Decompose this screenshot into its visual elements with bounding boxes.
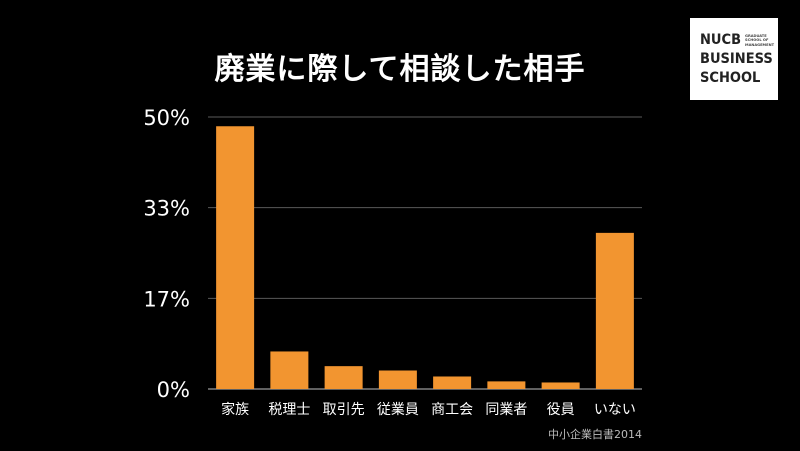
bar: [541, 382, 580, 389]
x-tick-label: 役員: [547, 402, 575, 418]
bar: [378, 370, 417, 389]
bar: [487, 381, 526, 389]
x-tick-label: 取引先: [323, 402, 365, 418]
x-tick-label: いない: [594, 402, 636, 418]
x-tick-label: 家族: [221, 401, 249, 418]
logo-line-business: BUSINESS: [700, 51, 773, 67]
slide-title: 廃業に際して相談した相手: [214, 52, 586, 87]
logo-small-line-2: SCHOOL OF: [745, 38, 769, 43]
logo-small-line-1: GRADUATE: [745, 34, 767, 38]
y-tick-label: 17%: [143, 287, 190, 311]
y-tick-label: 0%: [157, 378, 190, 402]
x-tick-label: 同業者: [485, 402, 527, 418]
x-tick-label: 従業員: [377, 402, 419, 418]
bar: [216, 126, 255, 390]
bar: [270, 351, 309, 389]
y-tick-label: 50%: [143, 106, 190, 130]
logo-line-nucb: NUCB: [700, 32, 742, 48]
source-note: 中小企業白書2014: [548, 428, 642, 441]
bar: [595, 232, 634, 389]
x-tick-label: 税理士: [268, 402, 310, 418]
logo-small-line-3: MANAGEMENT: [745, 42, 775, 47]
bar: [324, 366, 363, 389]
logo-line-school: SCHOOL: [700, 70, 761, 86]
nucb-logo: NUCB GRADUATE SCHOOL OF MANAGEMENT BUSIN…: [690, 18, 778, 100]
bar: [433, 376, 472, 389]
logo-small-text: GRADUATE SCHOOL OF MANAGEMENT: [745, 34, 775, 47]
x-tick-label: 商工会: [431, 402, 473, 418]
y-tick-label: 33%: [143, 197, 190, 221]
